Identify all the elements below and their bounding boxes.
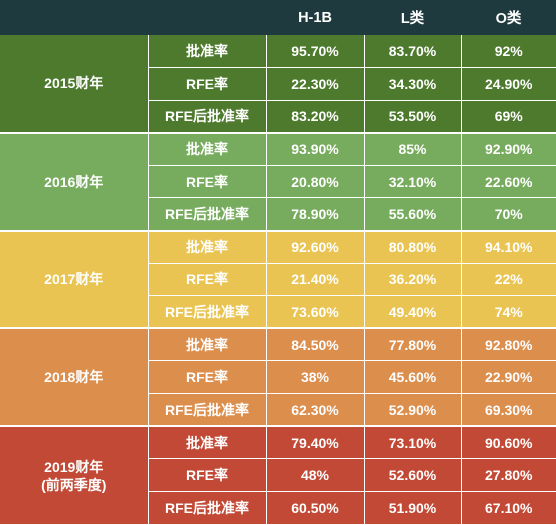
metric-label: RFE后批准率 — [147, 491, 266, 524]
h1b-value: 48% — [265, 458, 364, 492]
l-value: 83.70% — [363, 35, 461, 69]
year-note: (前两季度) — [41, 476, 107, 493]
o-value: 24.90% — [460, 67, 556, 101]
h1b-value: 22.30% — [265, 67, 364, 101]
table-row: 2017财年 批准率 92.60% 80.80% 94.10% — [0, 230, 556, 330]
year-cell-2018: 2018财年 — [0, 328, 148, 428]
l-value: 45.60% — [363, 360, 461, 395]
metric-label: RFE率 — [147, 67, 266, 101]
metric-label: RFE后批准率 — [147, 295, 266, 330]
o-value: 22.60% — [460, 165, 556, 199]
o-value: 90.60% — [460, 426, 556, 460]
table-row: RFE后批准率 73.60% 49.40% 74% — [0, 295, 556, 330]
l-value: 52.60% — [363, 458, 461, 492]
year-cell-2019: 2019财年 (前两季度) — [0, 426, 148, 524]
year-label: 2018财年 — [44, 369, 104, 386]
o-value: 94.10% — [460, 230, 556, 264]
metric-label: RFE率 — [147, 263, 266, 297]
l-value: 32.10% — [363, 165, 461, 199]
metric-label: 批准率 — [147, 35, 266, 69]
year-label: 2016财年 — [44, 173, 104, 190]
table-row: RFE率 20.80% 32.10% 22.60% — [0, 165, 556, 199]
table-row: 2016财年 批准率 93.90% 85% 92.90% — [0, 132, 556, 232]
l-value: 77.80% — [363, 328, 461, 362]
year-cell-2016: 2016财年 — [0, 132, 148, 232]
o-value: 69% — [460, 100, 556, 134]
o-value: 92.90% — [460, 132, 556, 166]
o-value: 69.30% — [460, 393, 556, 428]
l-value: 73.10% — [363, 426, 461, 460]
h1b-value: 79.40% — [265, 426, 364, 460]
l-value: 36.20% — [363, 263, 461, 297]
h1b-value: 78.90% — [265, 197, 364, 232]
metric-label: RFE率 — [147, 458, 266, 492]
metric-label: 批准率 — [147, 426, 266, 460]
l-value: 49.40% — [363, 295, 461, 330]
metric-label: RFE后批准率 — [147, 197, 266, 232]
o-value: 92.80% — [460, 328, 556, 362]
o-value: 22.90% — [460, 360, 556, 395]
o-value: 22% — [460, 263, 556, 297]
l-value: 52.90% — [363, 393, 461, 428]
table-row: 2018财年 批准率 84.50% 77.80% 92.80% — [0, 328, 556, 428]
l-value: 34.30% — [363, 67, 461, 101]
table-row: 2019财年 (前两季度) 批准率 79.40% 73.10% 90.60% — [0, 426, 556, 524]
table-row: RFE率 22.30% 34.30% 24.90% — [0, 67, 556, 101]
h1b-value: 60.50% — [265, 491, 364, 524]
l-value: 80.80% — [363, 230, 461, 264]
header-l: L类 — [364, 0, 461, 35]
table-row: 2015财年 批准率 95.70% 83.70% 92% — [0, 35, 556, 134]
l-value: 53.50% — [363, 100, 461, 134]
h1b-value: 83.20% — [265, 100, 364, 134]
h1b-value: 93.90% — [265, 132, 364, 166]
h1b-value: 20.80% — [265, 165, 364, 199]
year-label: 2019财年 — [44, 458, 104, 475]
header-year-cell — [0, 0, 148, 35]
h1b-value: 62.30% — [265, 393, 364, 428]
h1b-value: 92.60% — [265, 230, 364, 264]
h1b-value: 38% — [265, 360, 364, 395]
o-value: 92% — [460, 35, 556, 69]
o-value: 70% — [460, 197, 556, 232]
header-metric-cell — [148, 0, 266, 35]
h1b-value: 95.70% — [265, 35, 364, 69]
metric-label: 批准率 — [147, 230, 266, 264]
h1b-value: 73.60% — [265, 295, 364, 330]
year-label: 2015财年 — [44, 75, 104, 92]
h1b-value: 84.50% — [265, 328, 364, 362]
metric-label: 批准率 — [147, 328, 266, 362]
table-row: RFE后批准率 60.50% 51.90% 67.10% — [0, 491, 556, 524]
year-cell-2015: 2015财年 — [0, 35, 148, 134]
l-value: 55.60% — [363, 197, 461, 232]
table-row: RFE后批准率 83.20% 53.50% 69% — [0, 100, 556, 134]
table-row: RFE率 38% 45.60% 22.90% — [0, 360, 556, 395]
h1b-value: 21.40% — [265, 263, 364, 297]
o-value: 27.80% — [460, 458, 556, 492]
year-label: 2017财年 — [44, 271, 104, 288]
metric-label: RFE后批准率 — [147, 393, 266, 428]
table-row: RFE率 48% 52.60% 27.80% — [0, 458, 556, 492]
metric-label: RFE率 — [147, 165, 266, 199]
table-row: RFE后批准率 62.30% 52.90% 69.30% — [0, 393, 556, 428]
l-value: 51.90% — [363, 491, 461, 524]
table-row: RFE率 21.40% 36.20% 22% — [0, 263, 556, 297]
l-value: 85% — [363, 132, 461, 166]
table-row: RFE后批准率 78.90% 55.60% 70% — [0, 197, 556, 232]
header-h1b: H-1B — [266, 0, 364, 35]
header-row: H-1B L类 O类 — [0, 0, 556, 35]
o-value: 74% — [460, 295, 556, 330]
metric-label: 批准率 — [147, 132, 266, 166]
year-cell-2017: 2017财年 — [0, 230, 148, 330]
metric-label: RFE后批准率 — [147, 100, 266, 134]
o-value: 67.10% — [460, 491, 556, 524]
metric-label: RFE率 — [147, 360, 266, 395]
header-o: O类 — [461, 0, 556, 35]
